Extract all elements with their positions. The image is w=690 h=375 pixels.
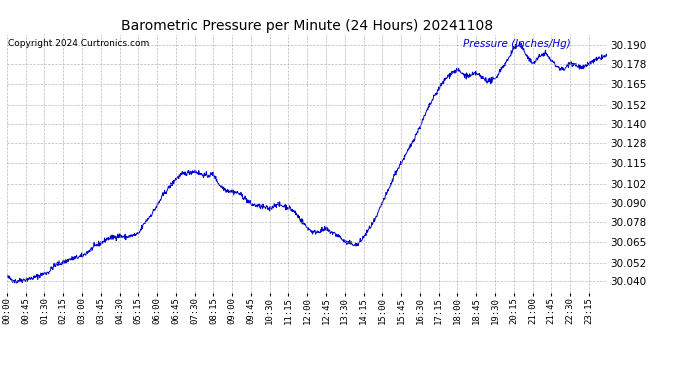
Text: Pressure (Inches/Hg): Pressure (Inches/Hg)	[463, 39, 571, 49]
Title: Barometric Pressure per Minute (24 Hours) 20241108: Barometric Pressure per Minute (24 Hours…	[121, 19, 493, 33]
Text: Copyright 2024 Curtronics.com: Copyright 2024 Curtronics.com	[8, 39, 149, 48]
